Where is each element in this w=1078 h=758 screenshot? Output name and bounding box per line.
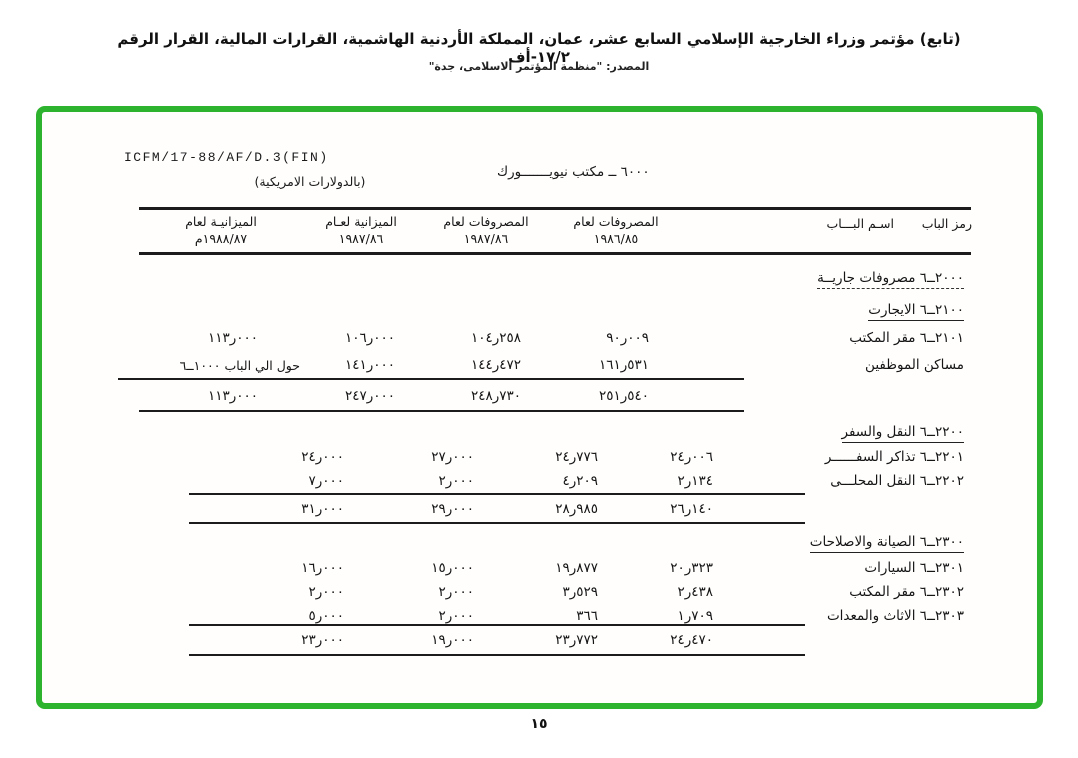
cell-exp-1987-86: ٢٤ر٧٧٦ — [555, 449, 598, 465]
cell-exp-1986-85: ٢ر٤٣٨ — [677, 584, 713, 600]
cell-transfer-note: حول الي الباب ١٠٠٠ــ٦ — [179, 358, 300, 373]
row-label-office-hq-maintenance: ٢٣٠٢ــ٦ مقر المكتب — [849, 584, 964, 600]
cell-budget-1988-87: ٢٤ر٠٠٠ — [301, 449, 344, 465]
cell-exp-1986-85: ٢٠ر٣٢٣ — [670, 560, 713, 576]
cell-budget-1987-86: ١٠٦ر٠٠٠ — [344, 330, 395, 346]
cell-budget-1987-86: ٢ر٠٠٠ — [438, 608, 474, 624]
cell-exp-1986-85: ١٦١ر٥٣١ — [598, 357, 649, 373]
cell-exp-1987-86: ٣٦٦ — [576, 608, 598, 624]
table-header-bottom-rule — [139, 252, 971, 255]
column-header-budget-1987-86: الميزانية لعـام ١٩٨٧/٨٦ — [294, 213, 428, 247]
section2-total-rule — [189, 522, 805, 524]
document-title-line: (تابع) مؤتمر وزراء الخارجية الإسلامي الس… — [117, 30, 961, 66]
section-header-current-expenditures: ٢٠٠٠ــ٦ مصروفات جاريــة — [706, 270, 964, 289]
cell-budget-1988-87: ٢ر٠٠٠ — [308, 584, 344, 600]
total-exp-1987-86: ٢٣ر٧٧٢ — [555, 632, 598, 648]
cell-exp-1986-85: ٩٠ر٠٠٩ — [606, 330, 649, 346]
office-chapter-title: ٦٠٠٠ ــ مكتب نيويـــــــورك — [497, 164, 650, 180]
cell-budget-1988-87: ١٦ر٠٠٠ — [301, 560, 344, 576]
column-header-line1: الميزانية لعـام — [325, 214, 397, 229]
section1-rule — [118, 378, 744, 380]
page-number: ١٥ — [530, 716, 548, 732]
section3-total-rule — [189, 654, 805, 656]
subsection-header-text: ٢٣٠٠ــ٦ الصيانة والاصلاحات — [809, 534, 964, 553]
column-header-expenses-1986-85: المصروفات لعام ١٩٨٦/٨٥ — [549, 213, 683, 247]
cell-exp-1987-86: ١٤٤ر٤٧٢ — [470, 357, 521, 373]
subsection-header-transport: ٢٢٠٠ــ٦ النقل والسفر — [706, 424, 964, 443]
cell-budget-1987-86: ٢ر٠٠٠ — [438, 473, 474, 489]
row-label-staff-housing: مساكن الموظفين — [865, 357, 964, 373]
total-exp-1986-85: ٢٥١ر٥٤٠ — [598, 388, 649, 404]
total-exp-1987-86: ٢٤٨ر٧٣٠ — [470, 388, 521, 404]
column-header-line2: ١٩٨٧/٨٦ — [338, 231, 384, 246]
section3-rule — [189, 624, 805, 626]
row-label-cars: ٢٣٠١ــ٦ السيارات — [864, 560, 964, 576]
column-header-line2: ١٩٨٨/٨٧م — [194, 231, 248, 246]
column-header-line1: الميزانيـة لعام — [185, 214, 257, 229]
column-header-line2: ١٩٨٦/٨٥ — [593, 231, 639, 246]
column-header-line2: ١٩٨٧/٨٦ — [463, 231, 509, 246]
section2-rule — [189, 493, 805, 495]
total-budget-1987-86: ١٩ر٠٠٠ — [431, 632, 474, 648]
total-budget-1988-87: ٢٣ر٠٠٠ — [301, 632, 344, 648]
column-header-line1: المصروفات لعام — [443, 214, 529, 229]
row-label-furniture-equipment: ٢٣٠٣ــ٦ الاثاث والمعدات — [826, 608, 964, 624]
table-header-top-rule — [139, 207, 971, 210]
row-label-travel-tickets: ٢٢٠١ــ٦ تذاكر السفــــــر — [824, 449, 964, 465]
row-label-office-hq: ٢١٠١ــ٦ مقر المكتب — [849, 330, 964, 346]
cell-budget-1987-86: ١٥ر٠٠٠ — [431, 560, 474, 576]
column-header-expenses-1987-86: المصروفات لعام ١٩٨٧/٨٦ — [419, 213, 553, 247]
document-source-line: المصدر: "منظمة المؤتمر الاسلامى، جدة" — [428, 60, 650, 73]
total-budget-1988-87: ١١٣ر٠٠٠ — [207, 388, 258, 404]
column-header-chapter-code: رمز الباب — [921, 216, 972, 231]
total-exp-1987-86: ٢٨ر٩٨٥ — [555, 501, 598, 517]
column-header-line1: المصروفات لعام — [573, 214, 659, 229]
subsection-header-maintenance: ٢٣٠٠ــ٦ الصيانة والاصلاحات — [706, 534, 964, 553]
subsection-header-rents: ٢١٠٠ــ٦ الايجارت — [706, 302, 964, 321]
cell-budget-1987-86: ٢ر٠٠٠ — [438, 584, 474, 600]
subsection-header-text: ٢١٠٠ــ٦ الايجارت — [868, 302, 964, 321]
total-budget-1987-86: ٢٩ر٠٠٠ — [431, 501, 474, 517]
green-highlight-box: ICFM/17-88/AF/D.3(FIN) ٦٠٠٠ ــ مكتب نيوي… — [36, 106, 1043, 709]
column-header-chapter-name: اسـم البـــاب — [826, 216, 894, 231]
total-exp-1986-85: ٢٦ر١٤٠ — [670, 501, 713, 517]
cell-budget-1987-86: ٢٧ر٠٠٠ — [431, 449, 474, 465]
cell-budget-1988-87: ٧ر٠٠٠ — [308, 473, 344, 489]
total-budget-1987-86: ٢٤٧ر٠٠٠ — [344, 388, 395, 404]
section-header-text: ٢٠٠٠ــ٦ مصروفات جاريــة — [817, 270, 964, 289]
cell-budget-1987-86: ١٤١ر٠٠٠ — [344, 357, 395, 373]
cell-exp-1986-85: ١ر٧٠٩ — [677, 608, 713, 624]
cell-exp-1986-85: ٢٤ر٠٠٦ — [670, 449, 713, 465]
cell-budget-1988-87: ١١٣ر٠٠٠ — [207, 330, 258, 346]
total-budget-1988-87: ٣١ر٠٠٠ — [301, 501, 344, 517]
total-exp-1986-85: ٢٤ر٤٧٠ — [670, 632, 713, 648]
section1-total-rule — [139, 410, 744, 412]
cell-budget-1988-87: ٥ر٠٠٠ — [308, 608, 344, 624]
column-header-budget-1988-87: الميزانيـة لعام ١٩٨٨/٨٧م — [154, 213, 288, 247]
cell-exp-1987-86: ٤ر٢٠٩ — [562, 473, 598, 489]
document-ref-code: ICFM/17-88/AF/D.3(FIN) — [124, 150, 329, 165]
currency-note: (بالدولارات الامريكية) — [254, 174, 366, 189]
cell-exp-1987-86: ١٠٤ر٢٥٨ — [470, 330, 521, 346]
cell-exp-1987-86: ٣ر٥٢٩ — [562, 584, 598, 600]
cell-exp-1987-86: ١٩ر٨٧٧ — [555, 560, 598, 576]
cell-exp-1986-85: ٢ر١٣٤ — [677, 473, 713, 489]
subsection-header-text: ٢٢٠٠ــ٦ النقل والسفر — [841, 424, 964, 443]
row-label-local-transport: ٢٢٠٢ــ٦ النقل المحلـــى — [830, 473, 964, 489]
